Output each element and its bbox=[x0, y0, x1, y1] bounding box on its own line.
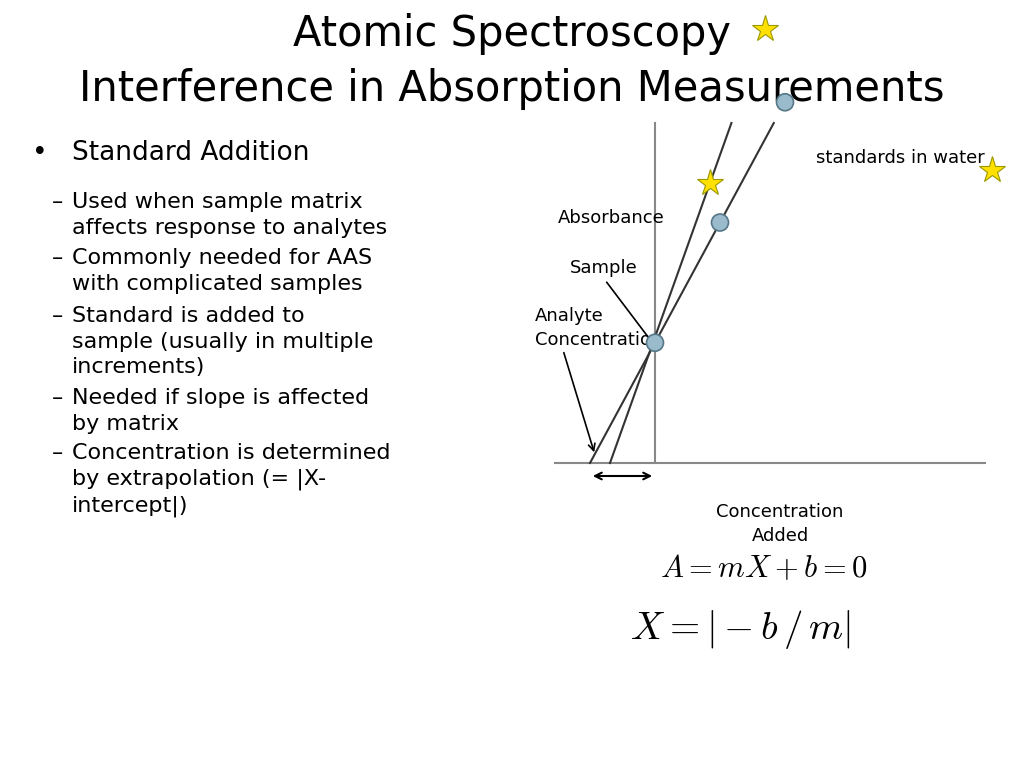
Circle shape bbox=[646, 334, 664, 351]
Text: $A = mX + b = 0$: $A = mX + b = 0$ bbox=[660, 553, 867, 583]
Text: Standard is added to
sample (usually in multiple
increments): Standard is added to sample (usually in … bbox=[72, 306, 374, 377]
Text: Concentration
Added: Concentration Added bbox=[717, 503, 844, 545]
Text: –: – bbox=[52, 248, 63, 268]
Text: •: • bbox=[32, 140, 48, 166]
Text: –: – bbox=[52, 388, 63, 408]
Text: Needed if slope is affected
by matrix: Needed if slope is affected by matrix bbox=[72, 388, 369, 434]
Text: Absorbance: Absorbance bbox=[558, 209, 665, 227]
Text: standards in water: standards in water bbox=[816, 149, 985, 167]
Circle shape bbox=[712, 214, 728, 231]
Text: Commonly needed for AAS
with complicated samples: Commonly needed for AAS with complicated… bbox=[72, 248, 372, 293]
Text: Atomic Spectroscopy: Atomic Spectroscopy bbox=[293, 13, 731, 55]
Circle shape bbox=[776, 94, 794, 111]
Text: –: – bbox=[52, 306, 63, 326]
Text: Standard Addition: Standard Addition bbox=[72, 140, 309, 166]
Text: Analyte
Concentration: Analyte Concentration bbox=[535, 307, 663, 349]
Text: Used when sample matrix
affects response to analytes: Used when sample matrix affects response… bbox=[72, 192, 387, 237]
Text: Interference in Absorption Measurements: Interference in Absorption Measurements bbox=[79, 68, 945, 110]
Text: Sample: Sample bbox=[570, 259, 638, 277]
Text: $X = \left|-b\,/\,m\right|$: $X = \left|-b\,/\,m\right|$ bbox=[630, 608, 851, 651]
Text: –: – bbox=[52, 443, 63, 463]
Text: Concentration is determined
by extrapolation (= |X-
intercept|): Concentration is determined by extrapola… bbox=[72, 443, 390, 517]
Text: –: – bbox=[52, 192, 63, 212]
